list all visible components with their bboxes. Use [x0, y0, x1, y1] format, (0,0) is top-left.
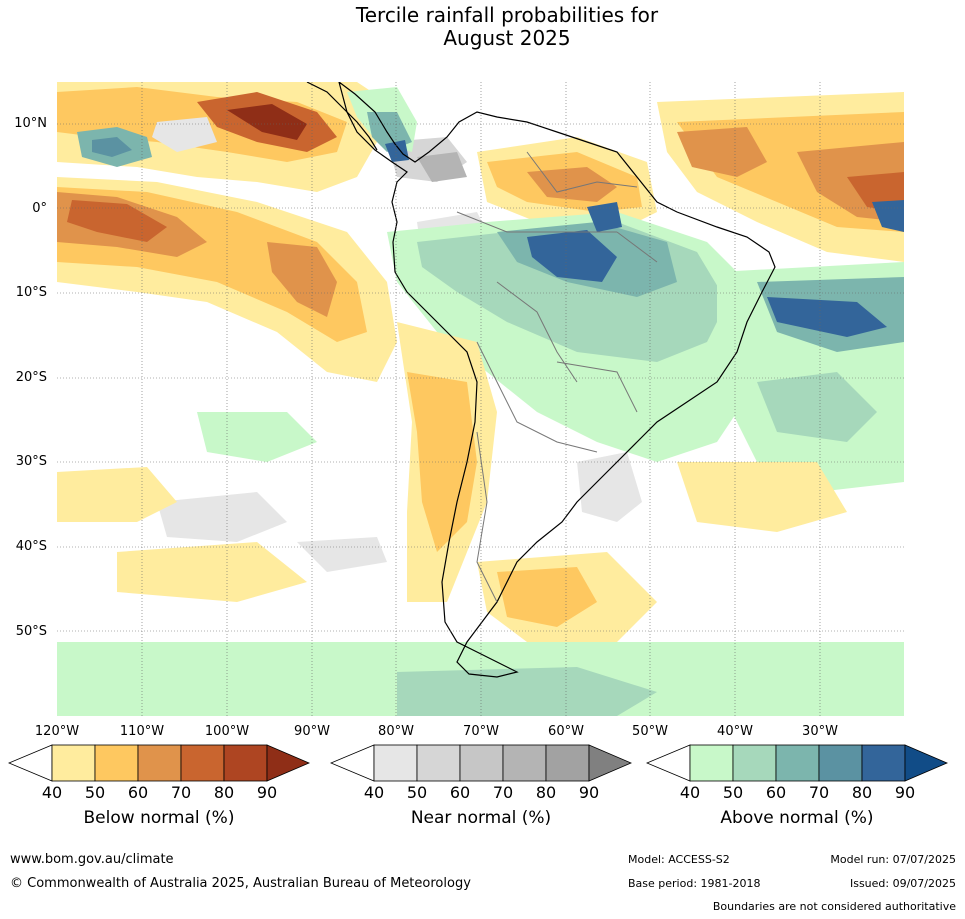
lat-label-30s: 30°S	[15, 454, 47, 469]
colorbar-tick: 50	[406, 783, 428, 802]
colorbar-swatch	[588, 744, 632, 782]
south-america-coastline	[338, 82, 776, 678]
lat-label-10s: 10°S	[15, 285, 47, 300]
map-title: Tercile rainfall probabilities for Augus…	[0, 4, 965, 50]
colorbar-tick: 50	[84, 783, 106, 802]
lat-label-10n: 10°N	[14, 116, 47, 131]
colorbar-swatch	[51, 744, 96, 782]
near-normal-patch-4	[157, 492, 287, 542]
graticule	[57, 82, 904, 716]
colorbar-swatch	[330, 744, 375, 782]
map-canvas	[57, 82, 904, 716]
colorbar-tick: 80	[851, 783, 873, 802]
colorbar-swatch	[266, 744, 310, 782]
lon-label-60w: 60°W	[548, 724, 584, 739]
colorbar-above-normal	[646, 744, 948, 782]
brazil-above-spot	[587, 202, 622, 232]
issued-text: Issued: 09/07/2025	[849, 877, 956, 890]
colorbar-tick: 70	[808, 783, 830, 802]
colorbar-swatch	[818, 744, 863, 782]
pacific-above-patch-2	[92, 137, 132, 157]
colorbar-swatch	[861, 744, 906, 782]
lon-label-50w: 50°W	[632, 724, 668, 739]
lon-label-70w: 70°W	[463, 724, 499, 739]
title-line-2: August 2025	[443, 26, 571, 50]
colorbar-below-label: Below normal (%)	[83, 808, 235, 828]
title-line-1: Tercile rainfall probabilities for	[355, 3, 659, 27]
southern-atlantic-below	[677, 462, 847, 532]
pacific-equatorial-below-dark	[67, 200, 167, 242]
near-normal-patch-6	[577, 452, 642, 522]
brazil-above-dark	[527, 230, 617, 282]
lon-label-110w: 110°W	[119, 724, 165, 739]
website-link[interactable]: www.bom.gov.au/climate	[10, 852, 174, 867]
rainfall-probability-map	[57, 82, 904, 716]
colorbar-swatch	[94, 744, 139, 782]
south-ocean-above-med	[397, 667, 657, 716]
near-normal-patch-5	[297, 537, 387, 572]
atlantic-below-strong	[677, 127, 767, 177]
colorbar-tick: 40	[363, 783, 385, 802]
lon-label-90w: 90°W	[294, 724, 330, 739]
colorbar-near-normal	[330, 744, 632, 782]
near-normal-patch-2	[417, 152, 467, 182]
lon-label-40w: 40°W	[717, 724, 753, 739]
atlantic-south-above-med-2	[757, 372, 877, 442]
copyright-text: © Commonwealth of Australia 2025, Austra…	[10, 876, 471, 891]
colorbar-tick: 80	[213, 783, 235, 802]
colorbar-tick: 90	[894, 783, 916, 802]
lon-label-100w: 100°W	[204, 724, 250, 739]
lat-label-0: 0°	[32, 201, 47, 216]
colorbar-swatch	[416, 744, 461, 782]
colorbar-above-label: Above normal (%)	[720, 808, 874, 828]
model-text: Model: ACCESS-S2	[628, 853, 730, 866]
colorbar-swatch	[373, 744, 418, 782]
pacific-mid-below-med	[267, 242, 337, 317]
colorbar-tick: 90	[256, 783, 278, 802]
colorbar-near-label: Near normal (%)	[410, 808, 552, 828]
lat-label-40s: 40°S	[15, 539, 47, 554]
model-run-text: Model run: 07/07/2025	[830, 853, 956, 866]
colorbar-tick: 70	[170, 783, 192, 802]
patagonia-below-med	[497, 567, 597, 627]
near-normal-patch-3	[152, 117, 217, 152]
colorbar-swatch	[646, 744, 691, 782]
colorbar-tick: 40	[679, 783, 701, 802]
colorbar-swatch	[904, 744, 948, 782]
colorbar-swatch	[689, 744, 734, 782]
colorbar-tick: 90	[578, 783, 600, 802]
south-pacific-below-1	[57, 467, 177, 522]
colorbar-tick: 60	[765, 783, 787, 802]
colorbar-swatch	[459, 744, 504, 782]
lon-label-80w: 80°W	[378, 724, 414, 739]
colorbar-swatch	[8, 744, 53, 782]
colorbar-tick: 60	[127, 783, 149, 802]
lon-label-30w: 30°W	[802, 724, 838, 739]
colorbar-tick: 40	[41, 783, 63, 802]
colorbar-swatch	[775, 744, 820, 782]
national-boundaries	[456, 151, 658, 603]
colorbar-swatch	[732, 744, 777, 782]
base-period-text: Base period: 1981-2018	[628, 877, 761, 890]
colorbar-swatch	[223, 744, 268, 782]
lat-label-20s: 20°S	[15, 370, 47, 385]
colorbar-swatch	[502, 744, 547, 782]
colorbar-swatch	[545, 744, 590, 782]
central-america-coastline	[306, 82, 378, 151]
colorbar-swatch	[137, 744, 182, 782]
disclaimer-text: Boundaries are not considered authoritat…	[712, 900, 956, 913]
nsa-below-strong	[527, 167, 617, 202]
lon-label-120w: 120°W	[34, 724, 80, 739]
colorbar-tick: 80	[535, 783, 557, 802]
colorbar-tick: 50	[722, 783, 744, 802]
south-pacific-below-2	[117, 542, 307, 602]
pacific-north-below-dark	[227, 104, 307, 140]
colorbar-tick: 70	[492, 783, 514, 802]
colorbar-tick: 60	[449, 783, 471, 802]
lat-label-50s: 50°S	[15, 624, 47, 639]
colorbar-below-normal	[8, 744, 310, 782]
colorbar-swatch	[180, 744, 225, 782]
atlantic-south-above-dark	[767, 297, 887, 337]
caribbean-above-dark	[385, 140, 409, 162]
